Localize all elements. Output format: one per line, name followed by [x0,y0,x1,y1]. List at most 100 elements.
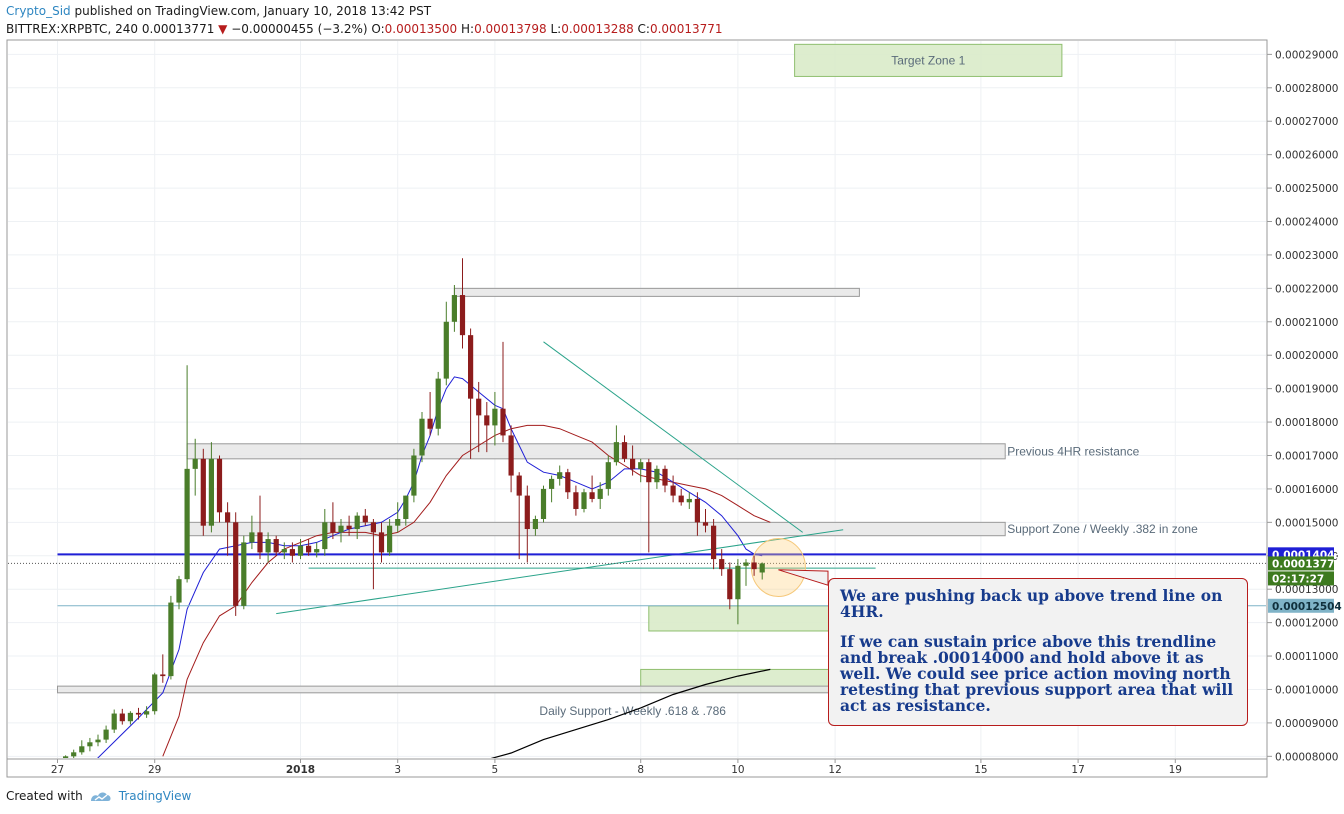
candle-body [403,495,409,519]
analysis-callout: We are pushing back up above trend line … [828,578,1248,726]
candle-body [427,418,433,429]
candle [387,519,393,556]
candle [702,508,709,533]
time-tick-label: 12 [828,764,841,776]
candle-body [330,522,336,533]
author-link[interactable]: Crypto_Sid [6,4,71,18]
price-label-box [1268,598,1334,613]
candle [678,488,684,506]
candle-body [727,569,733,600]
candle-body [759,563,765,573]
candle-body [370,522,376,533]
price-tick-label: 0.00010000 [1275,684,1338,696]
candle-body [103,729,109,740]
candle-body [459,295,466,336]
time-tick-label: 8 [637,764,644,776]
ma-slow-line [162,424,771,757]
price-labels-layer: Previous 4HR resistance Support Zone / We… [778,444,1342,613]
candle-body [87,742,93,747]
price-tick-label: 0.00009000 [1275,718,1338,730]
price-tick-label: 0.00025000 [1275,183,1338,195]
candle-body [144,711,150,715]
time-tick-label: 5 [492,764,499,776]
candle-body [338,525,344,533]
candle-body [557,472,563,479]
candle-body [468,335,474,399]
time-axis[interactable]: 27 29 2018 3 5 8 10 12 15 17 19 [51,759,1182,776]
zone-box [57,685,877,694]
time-tick-label: 15 [974,764,987,776]
candle-body [297,545,304,556]
candle-body [565,472,571,493]
candle-body [613,442,619,463]
candle [654,465,660,489]
price-tick-label: 0.00023000 [1275,250,1338,262]
candle-body [419,418,425,456]
price-label-text: 0.00013771 [1272,558,1342,570]
candle [111,709,117,733]
candle [670,475,676,503]
trend-line [543,341,803,533]
candle-body [152,674,158,712]
price-tick-label: 0.00027000 [1275,116,1338,128]
candle [63,755,69,758]
candle-body [241,542,247,606]
candle-body [411,455,417,496]
candle [95,734,101,747]
candle [500,341,506,443]
candle [557,465,563,486]
candle [719,549,725,576]
candle [297,539,304,560]
symbol-label[interactable]: BITTREX:XRPBTC, 240 [6,22,138,36]
candle-body [484,415,490,426]
candle [152,672,158,715]
candle [524,485,530,563]
candle [549,475,555,503]
candle-body [508,435,514,476]
candle-body [532,519,538,530]
price-tick-label: 0.00018000 [1275,417,1338,429]
candle [443,301,449,386]
target-zone-label: Target Zone 1 [891,53,965,67]
candle-body [111,713,117,730]
candle-body [63,756,69,758]
candle-body [476,398,482,416]
price-axis[interactable]: 0.00008000 0.00009000 0.00010000 0.00011000… [1267,49,1338,763]
created-with-label: Created with [6,789,83,803]
tradingview-link[interactable]: TradingView [118,789,192,803]
candle [314,542,320,558]
candle [686,492,692,509]
open-label: O: [371,22,385,36]
candle-body [662,468,668,486]
price-tick-label: 0.00016000 [1275,484,1338,496]
candle-body [289,549,295,556]
candle [273,535,279,556]
candle [87,737,93,752]
candle-body [597,488,603,499]
candle-body [95,739,101,743]
candle-body [581,492,587,509]
candle [168,595,174,680]
candle-body [233,522,239,606]
price-tick-label: 0.00011000 [1275,651,1338,663]
candle-body [500,408,506,436]
candle [735,559,741,625]
candle [135,707,142,720]
price-tick-label: 0.00015000 [1275,517,1338,529]
candle-body [670,485,676,496]
candle [265,532,271,563]
candle [176,575,182,610]
candle [459,258,466,349]
price-tick-label: 0.00020000 [1275,350,1338,362]
candle-body [702,522,709,526]
candle-body [79,746,85,753]
candle-body [135,712,142,715]
candle-body [451,295,457,322]
candle-body [184,468,190,580]
candle [743,559,749,586]
candle [378,522,385,563]
candle-body [395,519,401,526]
candle [241,535,247,610]
candle [281,542,287,560]
